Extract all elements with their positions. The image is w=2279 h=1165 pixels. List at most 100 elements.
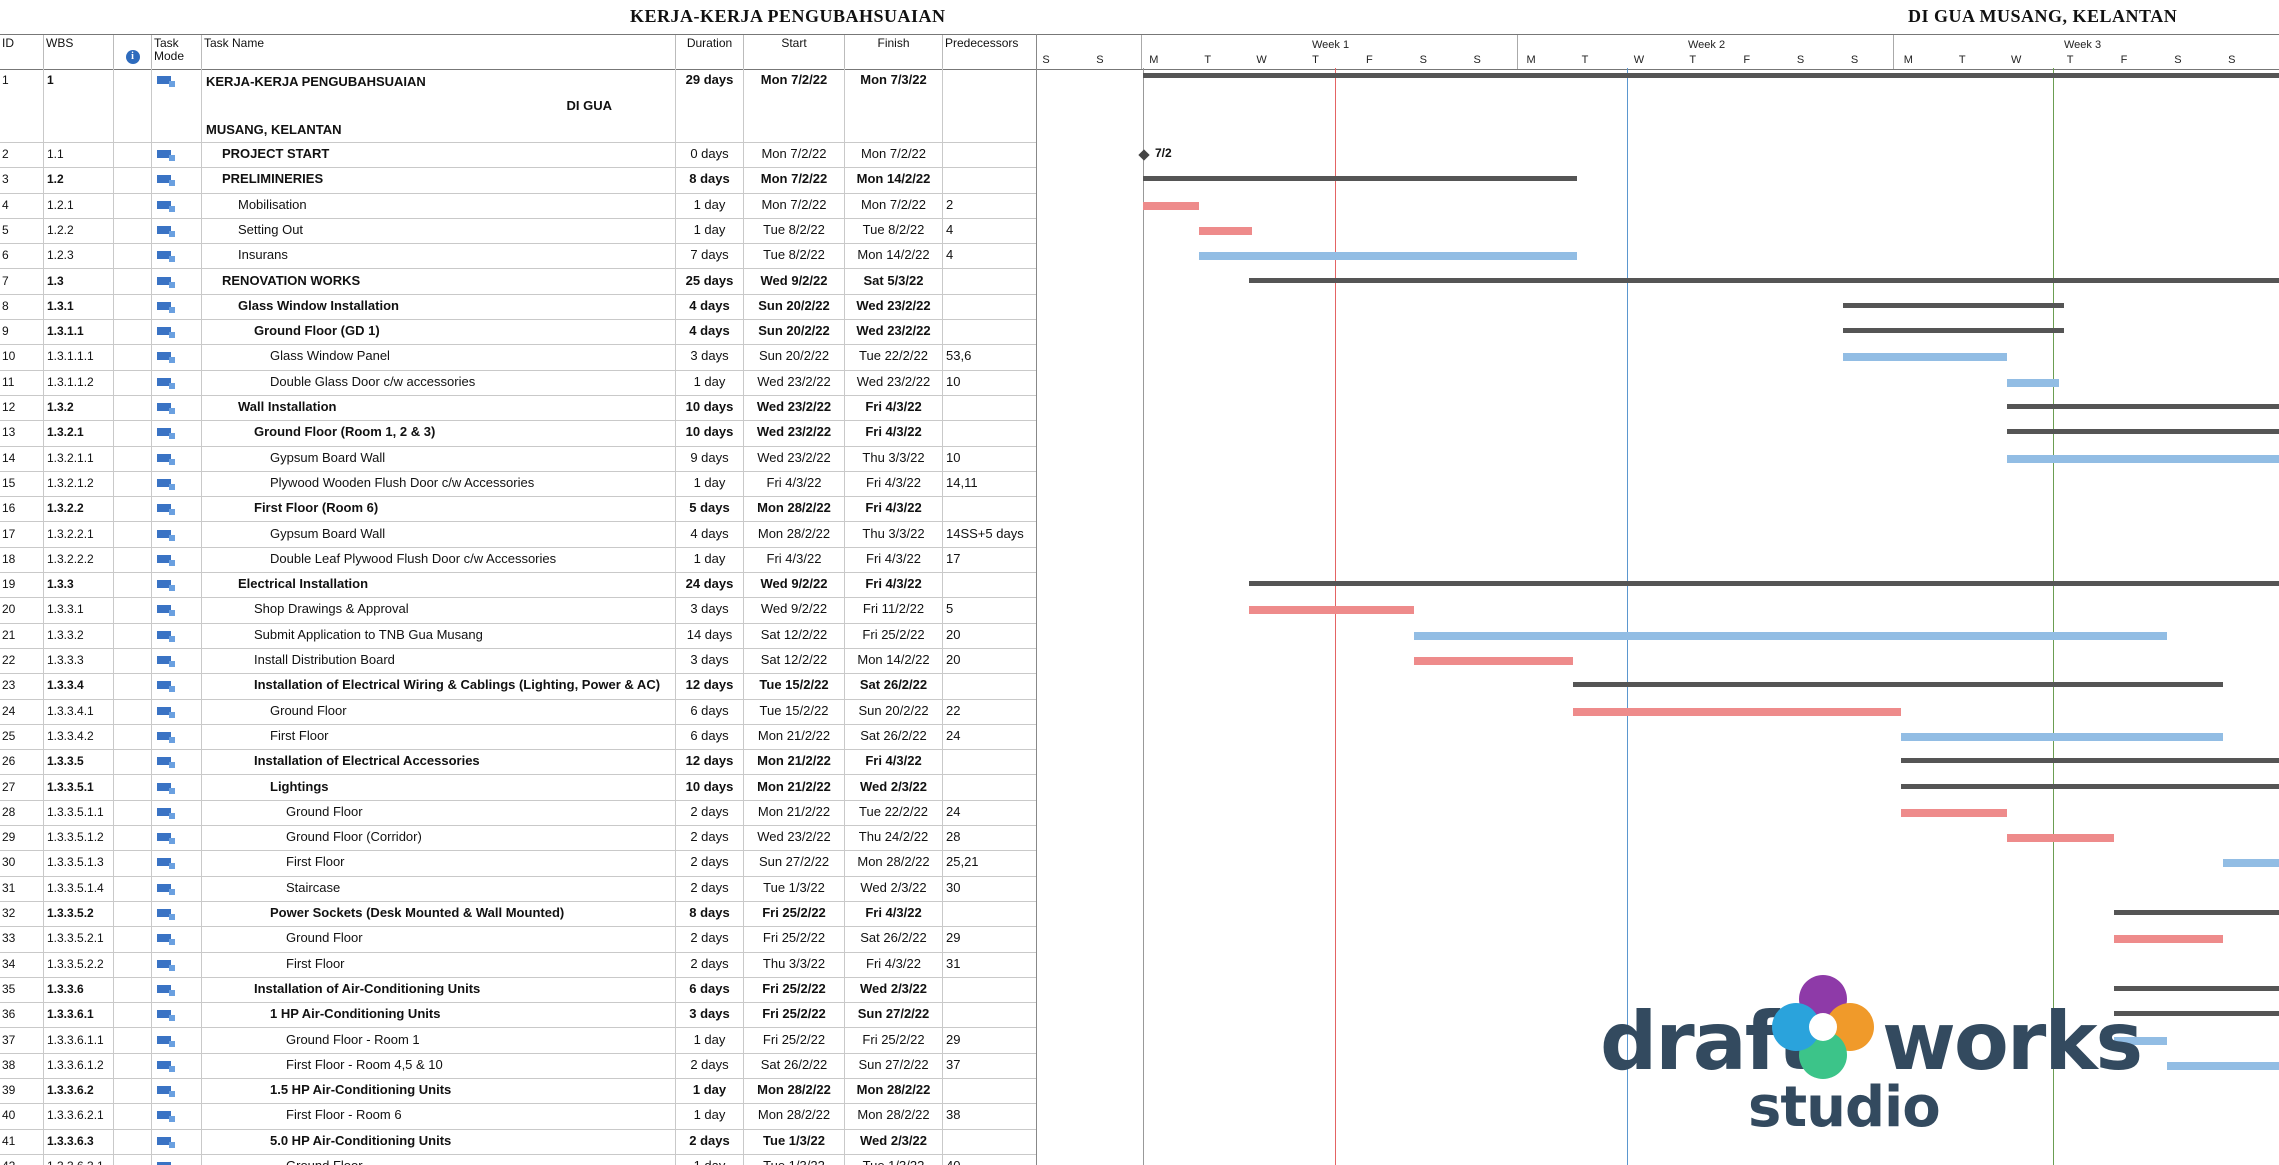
row-predecessors[interactable]: 20 xyxy=(943,648,1036,673)
row-info[interactable] xyxy=(114,723,152,750)
task-bar[interactable] xyxy=(2114,1036,2167,1045)
row-finish[interactable]: Mon 14/2/22 xyxy=(845,167,943,193)
table-row[interactable]: 39 1.3.3.6.2 1.5 HP Air-Conditioning Units… xyxy=(0,1078,1036,1105)
row-start[interactable]: Tue 1/3/22 xyxy=(744,1128,845,1154)
summary-bar[interactable] xyxy=(1901,783,2279,789)
row-info[interactable] xyxy=(114,319,152,345)
row-start[interactable]: Thu 3/3/22 xyxy=(744,951,845,977)
row-finish[interactable]: Mon 28/2/22 xyxy=(845,850,943,876)
row-wbs[interactable]: 1.2.1 xyxy=(44,192,114,218)
task-bar[interactable] xyxy=(1843,353,2007,362)
row-info[interactable] xyxy=(114,774,152,800)
row-id[interactable]: 2 xyxy=(0,142,44,168)
row-finish[interactable]: Fri 4/3/22 xyxy=(845,496,943,522)
row-info[interactable] xyxy=(114,395,152,421)
row-task-mode[interactable] xyxy=(152,167,202,193)
row-wbs[interactable]: 1.3.3.6.1 xyxy=(44,1002,114,1028)
row-id[interactable]: 32 xyxy=(0,901,44,927)
table-row[interactable]: 34 1.3.3.5.2.2 First Floor 2 days Thu 3/3/22… xyxy=(0,951,1036,978)
row-start[interactable]: Sat 12/2/22 xyxy=(744,648,845,674)
row-predecessors[interactable]: 29 xyxy=(943,1028,1036,1053)
row-task-mode[interactable] xyxy=(152,622,202,648)
col-start[interactable]: Start xyxy=(744,35,845,69)
row-info[interactable] xyxy=(114,698,152,724)
row-info[interactable] xyxy=(114,572,152,598)
row-predecessors[interactable] xyxy=(943,294,1036,319)
row-finish[interactable]: Tue 8/2/22 xyxy=(845,217,943,244)
row-id[interactable]: 37 xyxy=(0,1027,44,1053)
row-finish[interactable]: Fri 4/3/22 xyxy=(845,572,943,598)
row-predecessors[interactable]: 14SS+5 days xyxy=(943,522,1036,547)
row-id[interactable]: 25 xyxy=(0,723,44,750)
row-finish[interactable]: Sat 26/2/22 xyxy=(845,926,943,952)
row-id[interactable]: 5 xyxy=(0,217,44,244)
summary-bar[interactable] xyxy=(2114,1011,2279,1017)
row-finish[interactable]: Wed 23/2/22 xyxy=(845,319,943,345)
row-start[interactable]: Wed 9/2/22 xyxy=(744,572,845,598)
row-id[interactable]: 12 xyxy=(0,395,44,421)
row-finish[interactable]: Sat 5/3/22 xyxy=(845,268,943,294)
row-id[interactable]: 26 xyxy=(0,749,44,775)
row-duration[interactable]: 4 days xyxy=(676,293,744,320)
row-finish[interactable]: Wed 2/3/22 xyxy=(845,976,943,1003)
row-duration[interactable]: 9 days xyxy=(676,445,744,471)
row-start[interactable]: Sat 12/2/22 xyxy=(744,622,845,648)
row-id[interactable]: 11 xyxy=(0,369,44,395)
row-start[interactable]: Mon 7/2/22 xyxy=(744,167,845,193)
row-duration[interactable]: 1 day xyxy=(676,369,744,395)
row-id[interactable]: 41 xyxy=(0,1128,44,1154)
row-wbs[interactable]: 1.3.2.1.1 xyxy=(44,445,114,471)
row-info[interactable] xyxy=(114,344,152,370)
table-row[interactable]: 24 1.3.3.4.1 Ground Floor 6 days Tue 15/2/22… xyxy=(0,698,1036,725)
table-row[interactable]: 29 1.3.3.5.1.2 Ground Floor (Corridor) 2 da… xyxy=(0,825,1036,852)
row-task-name[interactable]: Setting Out xyxy=(202,217,676,244)
row-finish[interactable]: Fri 4/3/22 xyxy=(845,470,943,497)
row-task-name[interactable]: Shop Drawings & Approval xyxy=(202,597,676,623)
row-predecessors[interactable]: 22 xyxy=(943,699,1036,724)
row-task-mode[interactable] xyxy=(152,1002,202,1028)
row-duration[interactable]: 1 day xyxy=(676,1154,744,1165)
row-task-mode[interactable] xyxy=(152,749,202,775)
row-task-name[interactable]: First Floor xyxy=(202,850,676,876)
row-predecessors[interactable]: 4 xyxy=(943,218,1036,243)
summary-bar[interactable] xyxy=(1901,758,2279,764)
row-finish[interactable]: Wed 23/2/22 xyxy=(845,293,943,320)
row-predecessors[interactable] xyxy=(943,749,1036,774)
row-wbs[interactable]: 1.3.2.2.1 xyxy=(44,521,114,547)
row-task-name[interactable]: Ground Floor xyxy=(202,799,676,826)
task-bar[interactable] xyxy=(1199,226,1252,235)
table-row[interactable]: 5 1.2.2 Setting Out 1 day Tue 8/2/22 Tue 8/2/… xyxy=(0,217,1036,245)
row-predecessors[interactable]: 28 xyxy=(943,825,1036,850)
row-finish[interactable]: Sun 27/2/22 xyxy=(845,1002,943,1028)
task-bar[interactable] xyxy=(1199,252,1577,261)
table-row[interactable]: 22 1.3.3.3 Install Distribution Board 3 day… xyxy=(0,648,1036,675)
row-duration[interactable]: 1 day xyxy=(676,1078,744,1104)
row-wbs[interactable]: 1.3.3.5.2.2 xyxy=(44,951,114,977)
row-wbs[interactable]: 1.3.1 xyxy=(44,293,114,320)
row-task-mode[interactable] xyxy=(152,217,202,244)
table-row[interactable]: 11 1.3.1.1.2 Double Glass Door c/w accesso… xyxy=(0,369,1036,396)
row-id[interactable]: 38 xyxy=(0,1052,44,1079)
row-task-name[interactable]: Ground Floor (GD 1) xyxy=(202,319,676,345)
col-task-mode[interactable]: Task Mode xyxy=(152,35,202,69)
row-task-name[interactable]: Double Leaf Plywood Flush Door c/w Acces… xyxy=(202,546,676,573)
row-duration[interactable]: 5 days xyxy=(676,496,744,522)
row-id[interactable]: 36 xyxy=(0,1002,44,1028)
row-start[interactable]: Sun 27/2/22 xyxy=(744,850,845,876)
row-wbs[interactable]: 1.3.2 xyxy=(44,395,114,421)
row-start[interactable]: Mon 7/2/22 xyxy=(744,192,845,218)
row-finish[interactable]: Tue 22/2/22 xyxy=(845,799,943,826)
row-predecessors[interactable] xyxy=(943,142,1036,167)
row-predecessors[interactable]: 37 xyxy=(943,1053,1036,1078)
row-info[interactable] xyxy=(114,1002,152,1028)
row-info[interactable] xyxy=(114,192,152,218)
row-duration[interactable]: 1 day xyxy=(676,217,744,244)
col-duration[interactable]: Duration xyxy=(676,35,744,69)
table-row[interactable]: 3 1.2 PRELIMINERIES 8 days Mon 7/2/22 Mon 14/… xyxy=(0,167,1036,194)
row-id[interactable]: 35 xyxy=(0,976,44,1003)
row-duration[interactable]: 1 day xyxy=(676,1103,744,1129)
row-task-name[interactable]: PRELIMINERIES xyxy=(202,167,676,193)
table-row[interactable]: 14 1.3.2.1.1 Gypsum Board Wall 9 days Wed 23… xyxy=(0,445,1036,472)
summary-bar[interactable] xyxy=(1143,176,1577,182)
row-task-mode[interactable] xyxy=(152,926,202,952)
